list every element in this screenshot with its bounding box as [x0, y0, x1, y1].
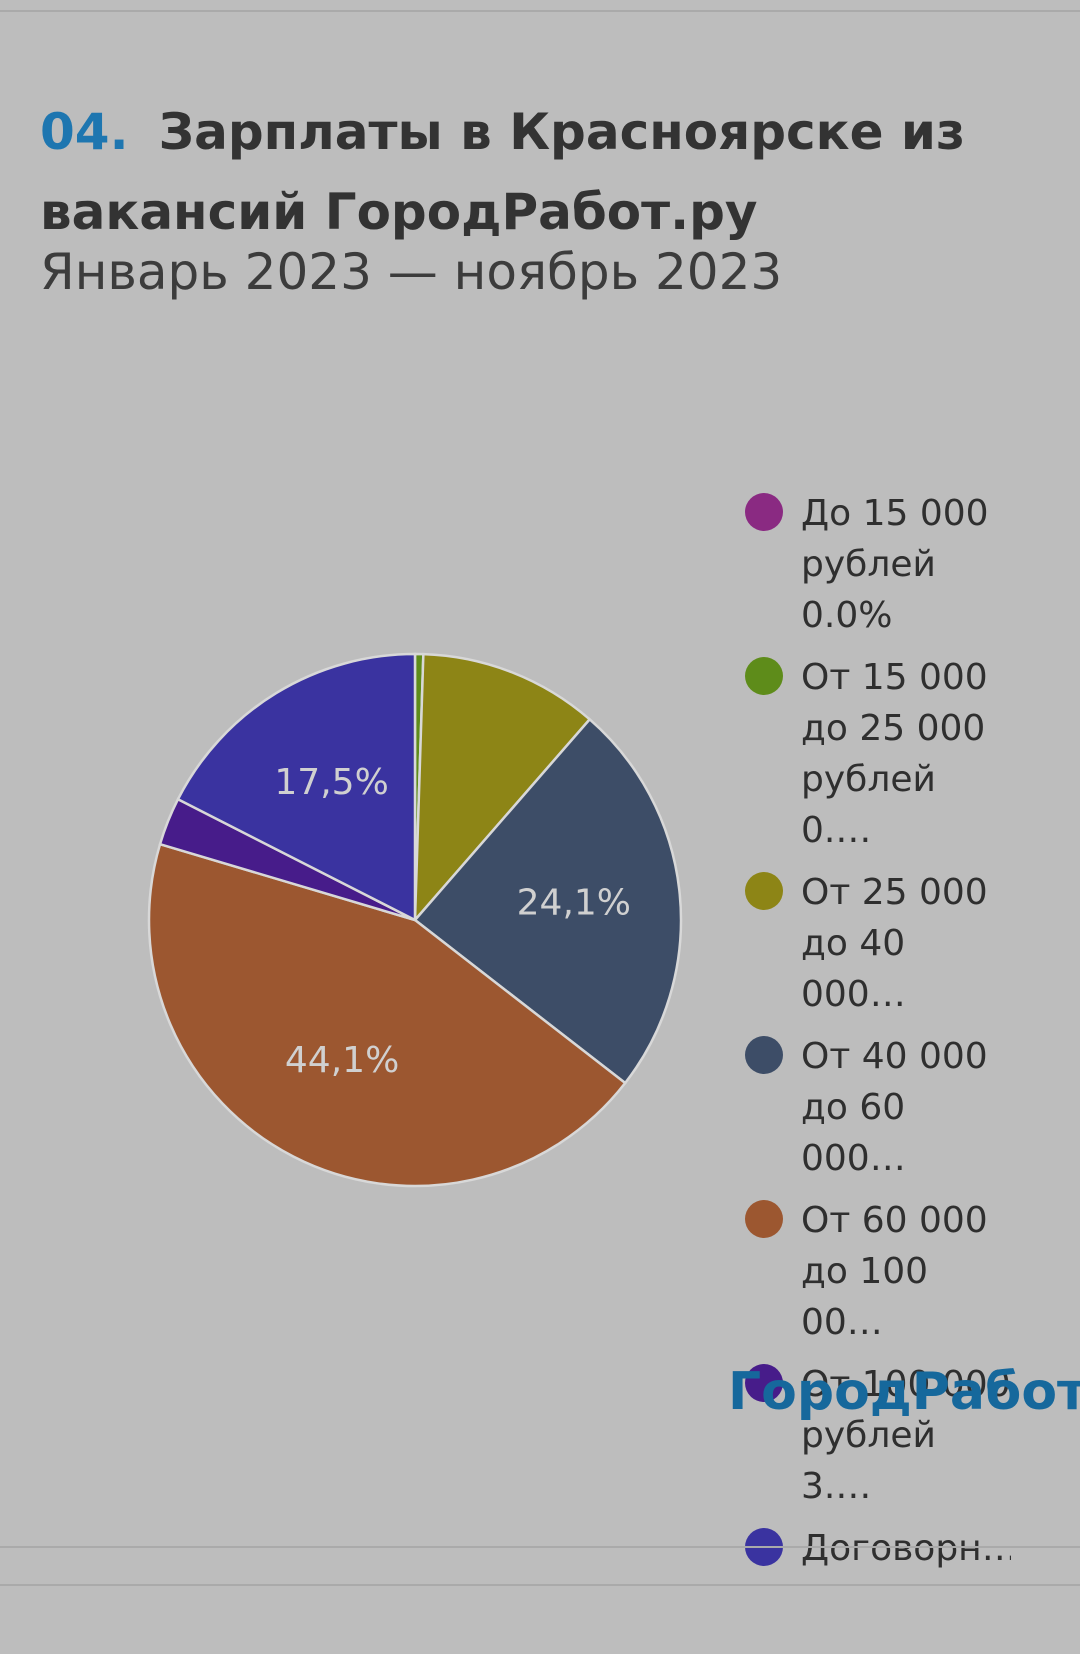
- chart-subtitle: Январь 2023 — ноябрь 2023: [40, 243, 783, 301]
- legend-label-3: От 40 000 до 60 000…: [801, 1036, 988, 1179]
- legend-label-6: Договорн…: [801, 1528, 1011, 1569]
- pie-data-label-4: 44,1%: [285, 1040, 399, 1081]
- legend-swatch-3: [745, 1036, 783, 1074]
- pie-slice-2: [413, 652, 592, 924]
- legend-item-5[interactable]: От 100 000 рублей 3.…: [745, 1359, 1075, 1512]
- legend-label-1: От 15 000 до 25 000 рублей 0.…: [801, 657, 988, 851]
- chart-header: 04. Зарплаты в Красноярске из вакансий Го…: [40, 92, 1050, 302]
- legend-swatch-4: [745, 1200, 783, 1238]
- legend-item-4[interactable]: От 60 000 до 100 00…: [745, 1195, 1075, 1348]
- pie-data-label-3: 24,1%: [517, 882, 631, 923]
- pie-slice-3: [413, 717, 683, 1085]
- bottom-divider-2: [0, 1584, 1080, 1586]
- legend-label-0: До 15 000 рублей 0.0%: [801, 493, 989, 636]
- legend-swatch-0: [745, 493, 783, 531]
- brand-logo: ГородРабот.ру: [728, 1362, 1080, 1422]
- pie-data-label-6: 17,5%: [274, 762, 388, 803]
- legend-swatch-5: [745, 1364, 783, 1402]
- legend-swatch-1: [745, 657, 783, 695]
- legend-label-5: От 100 000 рублей 3.…: [801, 1364, 1011, 1507]
- chart-title-text: Зарплаты в Красноярске из вакансий Город…: [40, 103, 965, 241]
- pie-slice-4: [147, 842, 627, 1188]
- chart-number: 04.: [40, 103, 129, 161]
- chart-legend: До 15 000 рублей 0.0% От 15 000 до 25 000…: [745, 488, 1075, 1585]
- chart-title: 04. Зарплаты в Красноярске из вакансий Го…: [40, 92, 1050, 252]
- legend-item-6[interactable]: Договорн…: [745, 1523, 1075, 1574]
- pie-chart: 24,1% 44,1% 17,5%: [147, 652, 683, 1188]
- bottom-divider: [0, 1546, 1080, 1548]
- legend-swatch-2: [745, 872, 783, 910]
- legend-item-0[interactable]: До 15 000 рублей 0.0%: [745, 488, 1075, 641]
- pie-slice-6: [176, 652, 417, 923]
- legend-label-2: От 25 000 до 40 000…: [801, 872, 988, 1015]
- legend-label-4: От 60 000 до 100 00…: [801, 1200, 988, 1343]
- legend-item-1[interactable]: От 15 000 до 25 000 рублей 0.…: [745, 652, 1075, 856]
- legend-item-2[interactable]: От 25 000 до 40 000…: [745, 867, 1075, 1020]
- top-divider: [0, 10, 1080, 12]
- legend-item-3[interactable]: От 40 000 до 60 000…: [745, 1031, 1075, 1184]
